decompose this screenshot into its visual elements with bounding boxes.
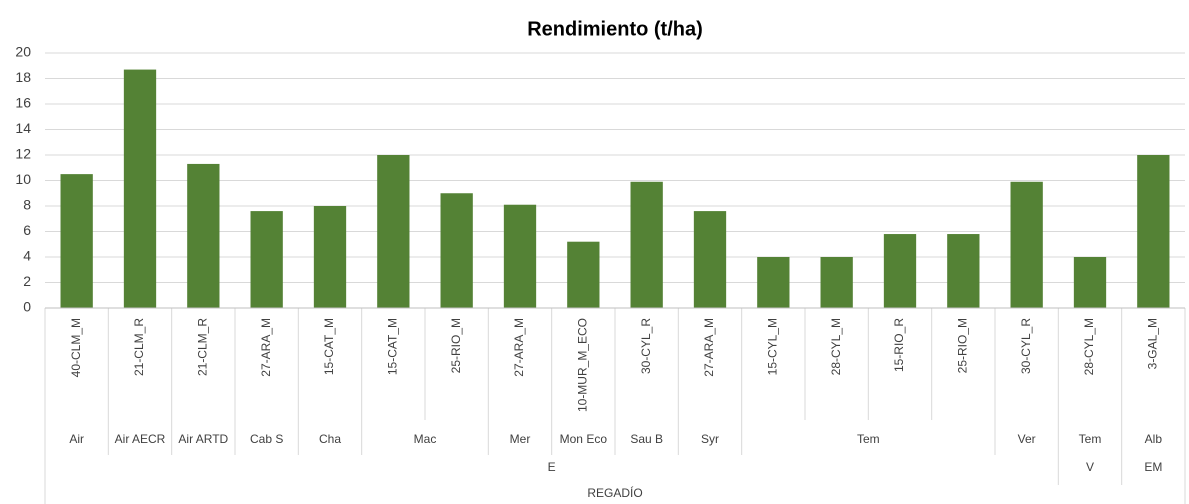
chart-title: Rendimiento (t/ha) — [527, 18, 703, 40]
y-tick-label: 6 — [23, 222, 31, 238]
category-group-label: Air — [69, 432, 84, 446]
bar — [820, 257, 853, 308]
x-tick-label: 3-GAL_M — [1146, 318, 1160, 369]
x-tick-label: 25-RIO_M — [956, 318, 970, 373]
category-group-label: Air ARTD — [178, 432, 228, 446]
x-tick-label: 15-RIO_R — [892, 318, 906, 372]
x-tick-label: 28-CYL_M — [1082, 318, 1096, 375]
y-tick-label: 12 — [15, 146, 31, 162]
category-group-label: Cha — [319, 432, 341, 446]
x-tick-label: 21-CLM_R — [196, 318, 210, 376]
bar — [947, 234, 980, 308]
y-tick-label: 10 — [15, 171, 31, 187]
category-group-label: Tem — [857, 432, 880, 446]
bar — [377, 155, 410, 308]
y-tick-label: 4 — [23, 248, 31, 264]
category-group-label: Tem — [1079, 432, 1102, 446]
x-tick-label: 28-CYL_M — [829, 318, 843, 375]
y-tick-label: 18 — [15, 69, 31, 85]
y-tick-label: 2 — [23, 273, 31, 289]
x-tick-label: 30-CYL_R — [639, 318, 653, 374]
y-tick-label: 0 — [23, 299, 31, 315]
category-group-label: EM — [1144, 460, 1162, 474]
category-group-label: Alb — [1145, 432, 1163, 446]
bar — [250, 211, 283, 308]
category-group-label: E — [548, 460, 556, 474]
category-group-label: Cab S — [250, 432, 283, 446]
y-tick-label: 8 — [23, 197, 31, 213]
category-group-label: Air AECR — [115, 432, 166, 446]
category-group-label: Sau B — [630, 432, 663, 446]
category-group-label: Ver — [1018, 432, 1036, 446]
bar — [630, 181, 663, 308]
bar — [1073, 257, 1107, 308]
bar — [187, 163, 220, 308]
x-tick-label: 15-CAT_M — [322, 318, 336, 375]
category-group-label: V — [1086, 460, 1094, 474]
y-tick-label: 14 — [15, 120, 31, 136]
bar — [757, 257, 790, 308]
bar — [1010, 181, 1043, 308]
x-tick-label: 10-MUR_M_ECO — [576, 318, 590, 412]
x-tick-label: 27-ARA_M — [259, 318, 273, 377]
x-tick-label: 40-CLM_M — [69, 318, 83, 377]
y-tick-label: 20 — [15, 44, 31, 60]
bar — [503, 204, 537, 308]
bar — [123, 69, 157, 308]
category-group-label: Syr — [701, 432, 719, 446]
bar — [883, 234, 917, 308]
bar — [567, 241, 600, 308]
x-tick-label: 25-RIO_M — [449, 318, 463, 373]
x-tick-label: 27-ARA_M — [702, 318, 716, 377]
category-group-label: Mac — [414, 432, 437, 446]
x-tick-label: 15-CAT_M — [386, 318, 400, 375]
category-group-label: Mer — [510, 432, 531, 446]
y-tick-label: 16 — [15, 95, 31, 111]
bar — [1137, 155, 1170, 308]
x-tick-label: 15-CYL_M — [766, 318, 780, 375]
x-tick-label: 27-ARA_M — [512, 318, 526, 377]
bar — [313, 206, 347, 308]
x-tick-label: 30-CYL_R — [1019, 318, 1033, 374]
bar — [693, 211, 727, 308]
bar — [440, 193, 473, 308]
x-tick-label: 21-CLM_R — [132, 318, 146, 376]
bar — [60, 174, 93, 308]
category-group-label: Mon Eco — [560, 432, 608, 446]
category-group-label: REGADÍO — [587, 485, 642, 500]
